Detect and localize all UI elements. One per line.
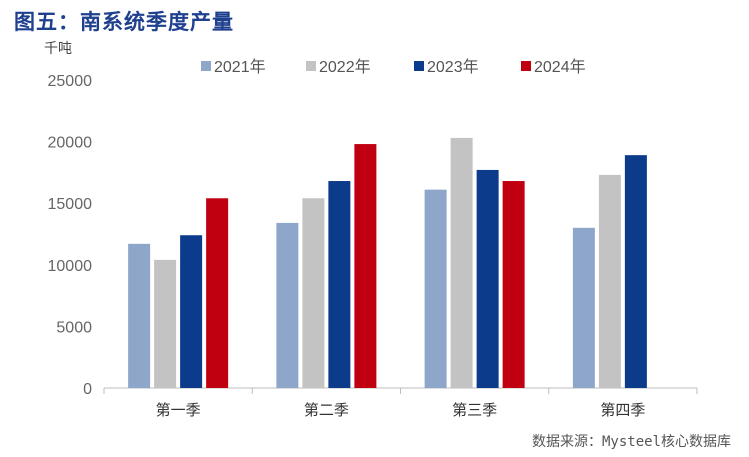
bar-2022年-第二季 (302, 198, 325, 388)
y-tick-label: 0 (83, 381, 92, 398)
x-category-label: 第一季 (156, 401, 201, 419)
bar-2023年-第二季 (328, 181, 351, 388)
bar-2021年-第三季 (424, 189, 447, 388)
chart-title: 图五：南系统季度产量 (14, 9, 234, 34)
legend-swatch (414, 61, 424, 71)
x-category-label: 第二季 (304, 401, 349, 419)
x-category-label: 第三季 (452, 401, 497, 419)
legend-swatch (306, 61, 316, 71)
legend-label: 2022年 (319, 58, 371, 76)
y-tick-label: 10000 (48, 258, 93, 275)
legend-swatch (201, 61, 211, 71)
y-axis-unit-label: 千吨 (44, 41, 72, 57)
legend-label: 2024年 (534, 58, 586, 76)
bar-2022年-第三季 (450, 137, 473, 388)
bar-2021年-第一季 (128, 243, 151, 388)
y-tick-label: 15000 (48, 196, 93, 213)
bar-2023年-第四季 (624, 155, 647, 388)
legend-label: 2021年 (214, 58, 266, 76)
bar-2024年-第二季 (354, 144, 377, 388)
y-tick-label: 20000 (48, 135, 93, 152)
bar-2023年-第一季 (180, 235, 203, 388)
bar-2021年-第二季 (276, 222, 299, 388)
bar-2024年-第一季 (206, 198, 229, 388)
legend-swatch (521, 61, 531, 71)
bar-2021年-第四季 (572, 227, 595, 388)
bar-2022年-第四季 (598, 174, 621, 388)
y-tick-label: 25000 (48, 73, 93, 90)
bar-2022年-第一季 (154, 259, 177, 388)
legend-label: 2023年 (427, 58, 479, 76)
x-category-label: 第四季 (600, 401, 645, 419)
data-source: 数据来源：Mysteel核心数据库 (531, 434, 731, 450)
bar-2023年-第三季 (476, 169, 499, 388)
y-tick-label: 5000 (56, 319, 92, 336)
bar-2024年-第三季 (502, 181, 525, 388)
